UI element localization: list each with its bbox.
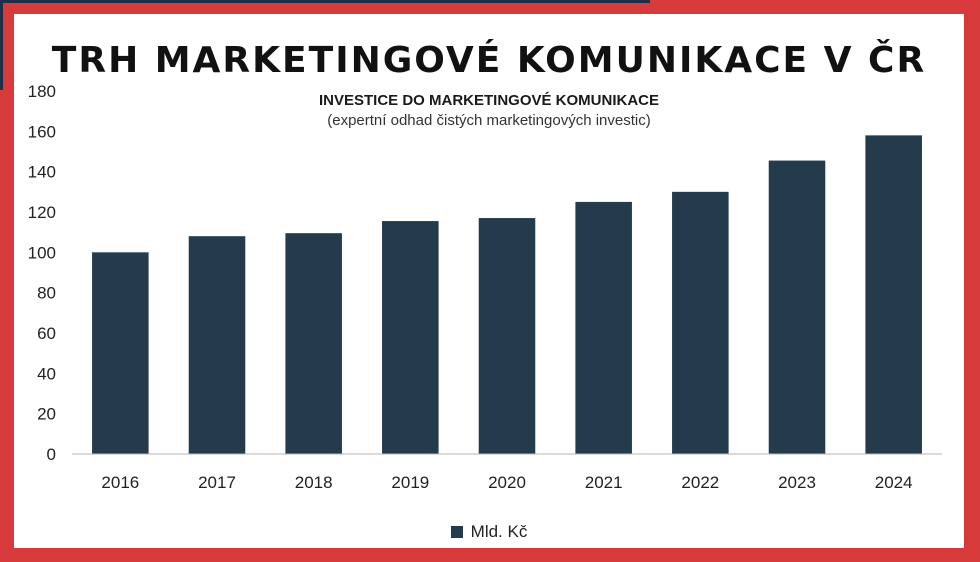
- x-tick-label: 2024: [875, 473, 913, 492]
- bar-2019: [382, 221, 439, 454]
- x-tick-label: 2023: [778, 473, 816, 492]
- bar-2022: [672, 191, 729, 455]
- y-tick-label: 160: [28, 122, 56, 141]
- y-axis-ticks: 0 20 40 60 80 100 120 140 160 180: [28, 82, 56, 464]
- y-tick-label: 0: [47, 445, 56, 464]
- left-accent-stripe: [0, 0, 3, 90]
- y-tick-label: 120: [28, 203, 56, 222]
- bars-group: [92, 135, 922, 455]
- slide-title: TRH MARKETINGOVÉ KOMUNIKACE V ČR: [51, 40, 927, 81]
- y-tick-label: 20: [37, 405, 56, 424]
- x-tick-label: 2021: [585, 473, 623, 492]
- bar-2024: [865, 135, 922, 454]
- y-tick-label: 100: [28, 243, 56, 262]
- bar-2020: [478, 218, 536, 454]
- chart-subtitle: (expertní odhad čistých marketingových i…: [327, 112, 651, 129]
- x-tick-label: 2019: [391, 473, 429, 492]
- x-tick-label: 2018: [295, 473, 333, 492]
- top-accent-stripe: [0, 0, 650, 3]
- y-tick-label: 140: [28, 163, 56, 182]
- x-tick-label: 2017: [198, 473, 236, 492]
- bar-2023: [768, 160, 826, 454]
- y-tick-label: 180: [28, 82, 56, 101]
- chart-legend: Mld. Kč: [14, 522, 964, 542]
- bar-2018: [285, 233, 342, 454]
- legend-label: Mld. Kč: [470, 522, 528, 541]
- bar-2017: [188, 236, 246, 454]
- x-tick-label: 2022: [681, 473, 719, 492]
- y-tick-label: 60: [37, 324, 56, 343]
- chart-panel: TRH MARKETINGOVÉ KOMUNIKACE V ČR INVESTI…: [14, 14, 964, 548]
- chart-title: INVESTICE DO MARKETINGOVÉ KOMUNIKACE: [318, 92, 660, 109]
- y-tick-label: 80: [37, 284, 56, 303]
- legend-swatch: [450, 526, 463, 538]
- x-axis-ticks: 2016 2017 2018 2019 2020 2021 2022 2023 2024: [101, 473, 912, 492]
- y-tick-label: 40: [37, 364, 56, 383]
- x-tick-label: 2020: [488, 473, 526, 492]
- x-tick-label: 2016: [101, 473, 139, 492]
- bar-2021: [575, 201, 632, 454]
- bar-2016: [92, 252, 149, 454]
